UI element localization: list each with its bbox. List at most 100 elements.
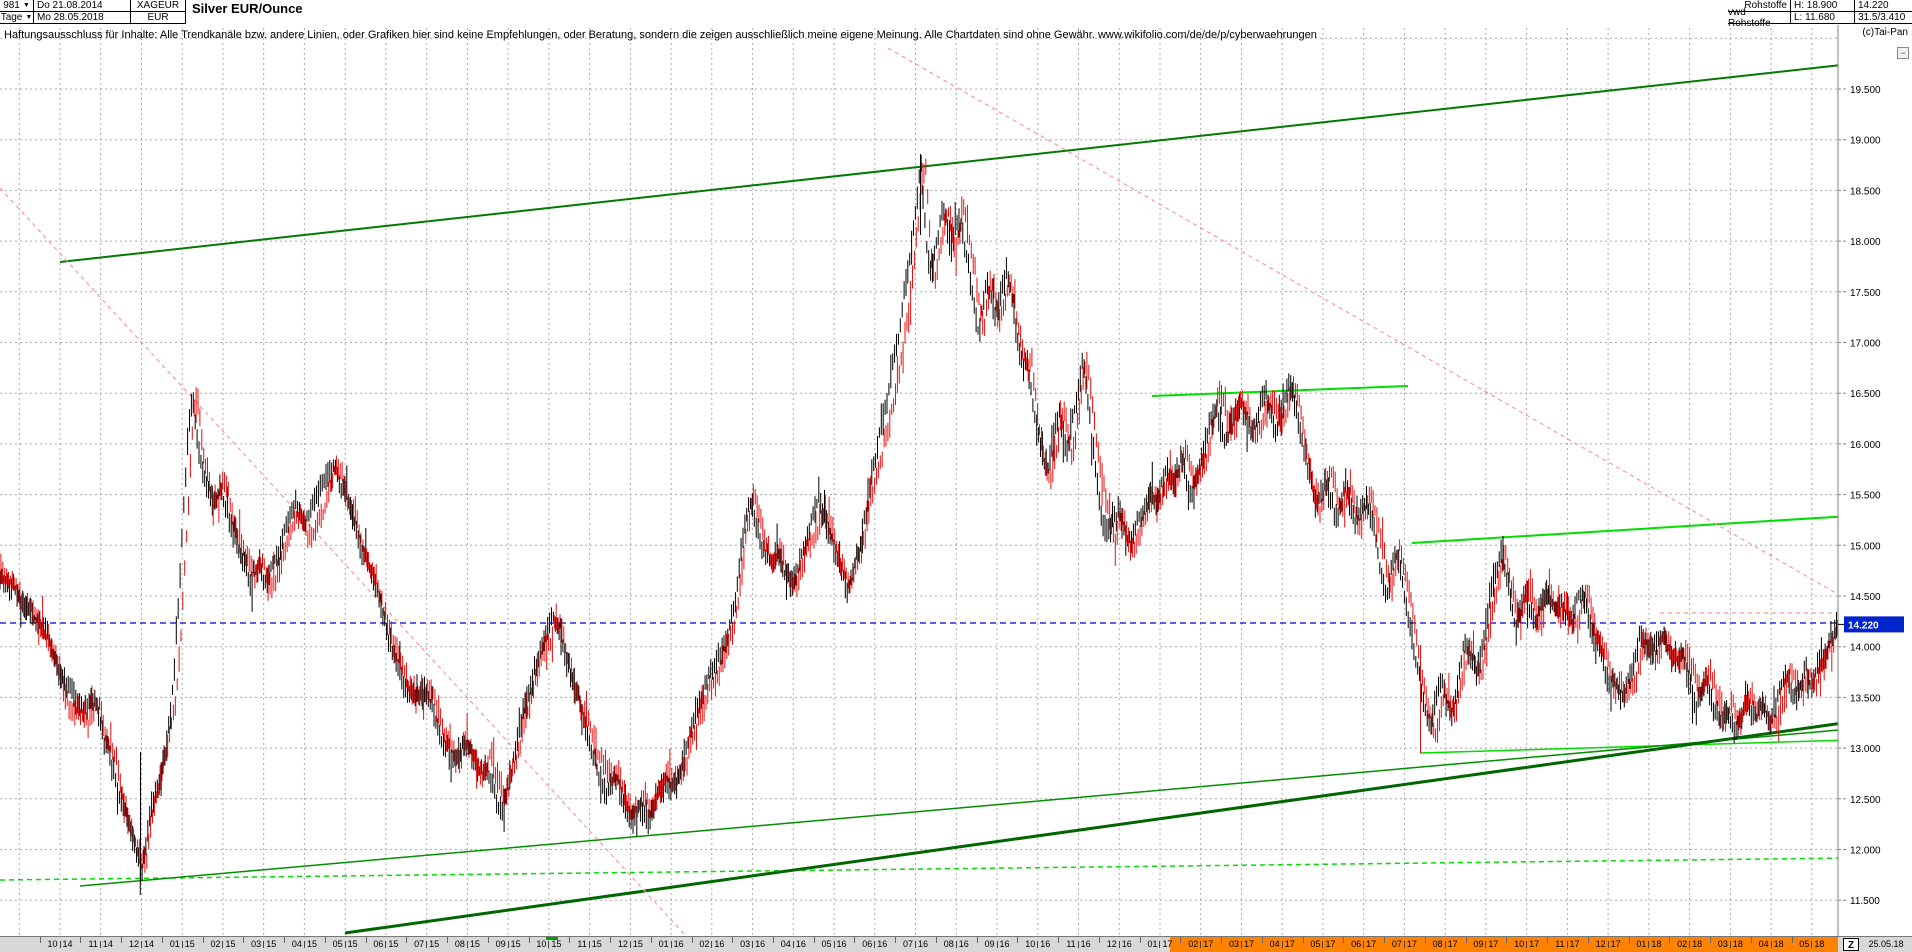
axis-end-date: 25.05.18 xyxy=(1868,939,1904,949)
trendline-flashlow-support-bright-green[interactable] xyxy=(1419,739,1851,754)
month-tick xyxy=(222,940,224,948)
month-tick xyxy=(181,940,183,948)
trendline-rising-support-mid-green[interactable] xyxy=(79,728,1851,887)
y-axis-label: 14.500 xyxy=(1850,592,1881,603)
trendline-rising-support-thick-green[interactable] xyxy=(344,720,1851,935)
month-tick xyxy=(1200,940,1202,948)
month-label: 07 16 xyxy=(903,939,929,949)
chevron-down-icon: ▼ xyxy=(25,14,33,21)
bars-count-dropdown[interactable]: 981 ▼ xyxy=(0,0,34,12)
month-tick xyxy=(1240,940,1242,948)
bars-count-value: 981 xyxy=(3,0,20,11)
month-boundary-tick xyxy=(1669,937,1671,943)
date-from-cell: Do 21.08.2014 xyxy=(34,0,131,12)
grid xyxy=(0,28,1838,935)
month-label: 12 16 xyxy=(1106,939,1132,949)
month-boundary-tick xyxy=(1587,937,1589,943)
month-label: 07 15 xyxy=(414,939,440,949)
month-label: 03 17 xyxy=(1228,939,1254,949)
current-price-tag-label: 14.220 xyxy=(1848,620,1879,631)
month-tick xyxy=(588,940,590,948)
month-tick xyxy=(1403,940,1405,948)
instrument-title: Silver EUR/Ounce xyxy=(192,1,309,16)
price-series-red xyxy=(0,158,1838,873)
month-label: 12 15 xyxy=(617,939,643,949)
y-axis-label: 19.500 xyxy=(1850,85,1881,96)
month-label: 11 14 xyxy=(88,939,113,949)
y-axis-label: 14.000 xyxy=(1850,643,1881,654)
month-tick xyxy=(466,940,468,948)
month-boundary-tick xyxy=(691,937,693,943)
month-tick xyxy=(996,940,998,948)
month-tick xyxy=(711,940,713,948)
month-tick xyxy=(792,940,794,948)
trendline-downtrend-pink-right[interactable] xyxy=(887,47,1849,601)
month-label: 04 17 xyxy=(1269,939,1295,949)
feed-name: Rohstoffe xyxy=(1728,0,1791,12)
month-boundary-tick xyxy=(1750,937,1752,943)
month-boundary-tick xyxy=(1221,937,1223,943)
month-label: 06 16 xyxy=(862,939,888,949)
month-label: 02 17 xyxy=(1188,939,1214,949)
month-boundary-tick xyxy=(1139,937,1141,943)
y-axis-label: 18.000 xyxy=(1850,237,1881,248)
symbol-cell: XAGEUR xyxy=(131,0,186,12)
trendline-downtrend-pink-left[interactable] xyxy=(0,187,686,936)
month-label: 12 17 xyxy=(1595,939,1621,949)
y-axis-label: 12.500 xyxy=(1850,795,1881,806)
trendline-resistance-late2017-bright-green[interactable] xyxy=(1411,515,1851,544)
highlighted-period-band xyxy=(1170,937,1838,952)
month-boundary-tick xyxy=(406,937,408,943)
month-tick xyxy=(1770,940,1772,948)
collapse-panel-button[interactable]: − xyxy=(1897,47,1909,59)
trendline-low-dashed-bright-green[interactable] xyxy=(0,857,1851,881)
month-label: 11 15 xyxy=(577,939,602,949)
y-axis-label: 15.500 xyxy=(1850,491,1881,502)
month-boundary-tick xyxy=(1791,937,1793,943)
month-boundary-tick xyxy=(895,937,897,943)
price-axis: 19.500 19.000 18.500 18.000 17.500 17.000 16.5… xyxy=(1837,25,1912,936)
trendline-upper-resistance-dark-green[interactable] xyxy=(59,63,1851,263)
month-tick xyxy=(1526,940,1528,948)
month-boundary-tick xyxy=(1424,937,1426,943)
month-tick xyxy=(1444,940,1446,948)
month-tick xyxy=(1648,940,1650,948)
month-boundary-tick xyxy=(813,937,815,943)
month-boundary-tick xyxy=(202,937,204,943)
month-boundary-tick xyxy=(487,937,489,943)
month-label: 06 17 xyxy=(1351,939,1377,949)
period-dropdown[interactable]: Tage ▼ xyxy=(0,12,34,24)
y-axis-label: 17.500 xyxy=(1850,288,1881,299)
month-tick xyxy=(59,940,61,948)
month-label: 11 17 xyxy=(1555,939,1580,949)
month-label: 04 16 xyxy=(780,939,806,949)
month-boundary-tick xyxy=(243,937,245,943)
zoom-mode-button[interactable]: Z xyxy=(1843,938,1859,951)
trendline-resistance-2017-bright-green[interactable] xyxy=(1151,385,1409,397)
period-value: Tage xyxy=(0,12,23,23)
strip-green-marker xyxy=(546,937,558,940)
month-tick xyxy=(1566,940,1568,948)
month-label: 02 18 xyxy=(1677,939,1703,949)
month-tick xyxy=(548,940,550,948)
month-tick xyxy=(915,940,917,948)
month-boundary-tick xyxy=(1465,937,1467,943)
month-boundary-tick xyxy=(732,937,734,943)
y-axis-label: 12.000 xyxy=(1850,846,1881,857)
copyright-label: (c)Tai-Pan xyxy=(1860,27,1908,38)
month-boundary-tick xyxy=(1384,937,1386,943)
month-label: 09 16 xyxy=(984,939,1010,949)
month-boundary-tick xyxy=(1058,937,1060,943)
month-label: 08 17 xyxy=(1432,939,1458,949)
month-label: 09 17 xyxy=(1473,939,1499,949)
month-tick xyxy=(1485,940,1487,948)
chevron-down-icon: ▼ xyxy=(22,2,30,9)
month-label: 09 15 xyxy=(495,939,521,949)
month-tick xyxy=(670,940,672,948)
month-tick xyxy=(752,940,754,948)
last-price-cell: 14.220 xyxy=(1855,0,1912,12)
month-label: 10 15 xyxy=(536,939,562,949)
month-tick xyxy=(507,940,509,948)
